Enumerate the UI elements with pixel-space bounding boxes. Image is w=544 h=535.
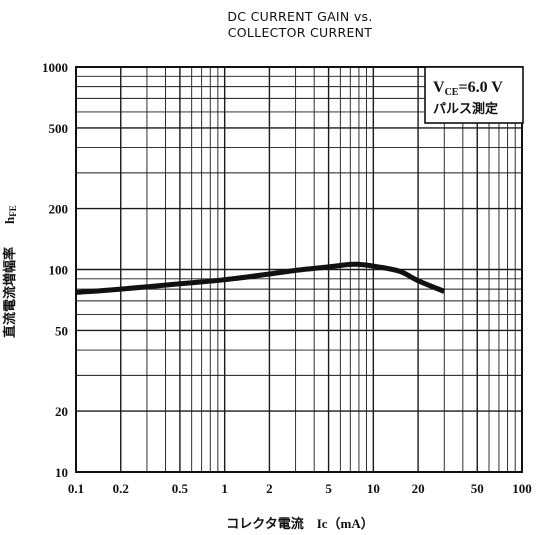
series-layer — [75, 261, 446, 295]
x-tick-label: 0.2 — [113, 481, 129, 496]
legend-vce: VCE=6.0 V — [433, 79, 503, 98]
x-tick-label: 5 — [325, 481, 332, 496]
y-tick-label: 500 — [49, 121, 69, 136]
y-tick-label: 100 — [49, 263, 69, 278]
y-axis-label-symbol: hFE — [2, 205, 18, 224]
y-axis-label-jp: 直流電流増幅率 — [2, 247, 17, 338]
x-axis-label: コレクタ電流 Ic（mA） — [226, 516, 374, 531]
x-tick-label: 2 — [266, 481, 273, 496]
y-tick-label: 10 — [55, 465, 68, 480]
y-tick-label: 20 — [55, 404, 68, 419]
x-tick-label: 10 — [367, 481, 380, 496]
series-line-hfe — [75, 261, 446, 295]
legend-condition: パルス測定 — [433, 101, 498, 116]
y-tick-label: 200 — [49, 202, 69, 217]
x-tick-label: 50 — [471, 481, 484, 496]
plot-frame — [75, 66, 523, 473]
tick-labels: 0.1 0.2 0.5 1 2 5 10 20 50 100 10 20 50 100 200 500 1000 — [42, 60, 532, 496]
chart-title-line1: DC CURRENT GAIN vs. — [227, 9, 372, 24]
x-tick-label: 20 — [412, 481, 425, 496]
y-tick-label: 50 — [55, 323, 68, 338]
legend-background — [424, 66, 524, 124]
x-tick-label: 0.5 — [172, 481, 189, 496]
x-tick-label: 0.1 — [68, 481, 84, 496]
x-tick-label: 100 — [512, 481, 532, 496]
legend-box: VCE=6.0 V パルス測定 — [424, 66, 524, 124]
y-tick-label: 1000 — [42, 60, 68, 75]
chart-title-line2: COLLECTOR CURRENT — [228, 25, 373, 40]
x-tick-label: 1 — [221, 481, 228, 496]
